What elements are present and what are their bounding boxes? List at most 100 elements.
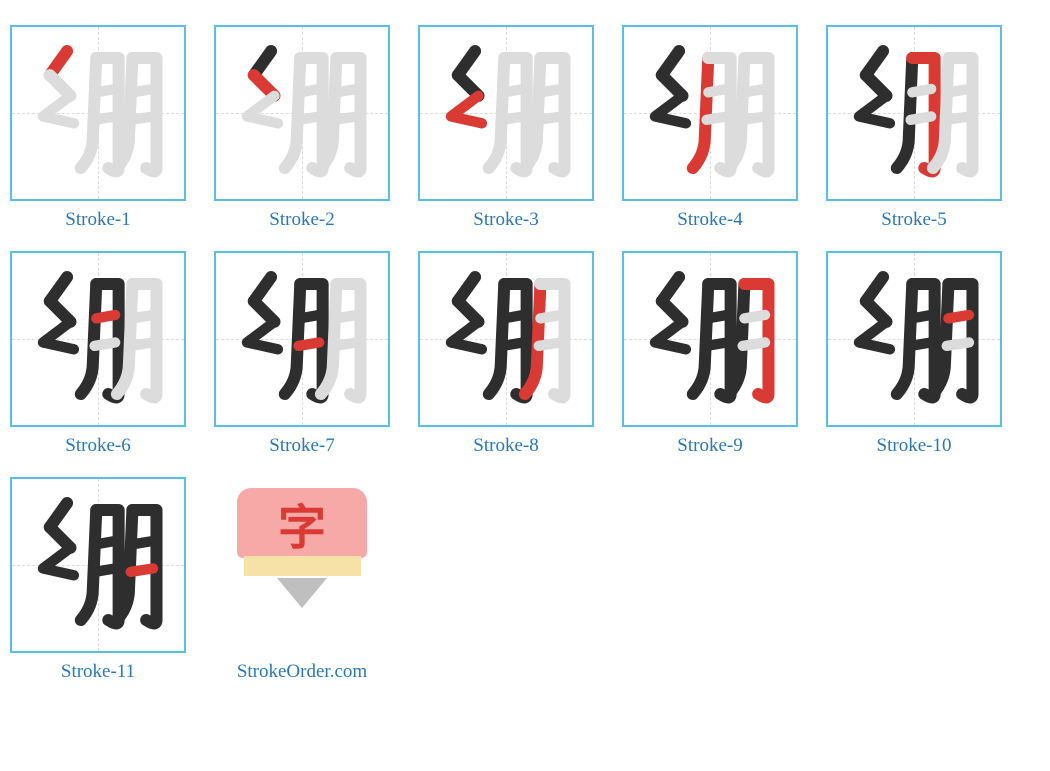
stroke-3 (43, 322, 74, 350)
stroke-11 (947, 116, 969, 119)
stroke-caption: Stroke-9 (677, 435, 742, 457)
stroke-10 (744, 315, 765, 318)
stroke-11 (131, 342, 153, 345)
stroke-4 (285, 284, 300, 394)
stroke-11 (131, 568, 153, 571)
stroke-7 (911, 116, 932, 119)
stroke-order-grid: Stroke-1 Stroke-2 Stroke-3 Stroke-4 Stroke-5… (10, 25, 1040, 683)
stroke-cell: Stroke-9 (622, 251, 798, 457)
stroke-7 (95, 568, 116, 571)
stroke-6 (912, 315, 931, 318)
stroke-4 (693, 284, 708, 394)
stroke-11 (335, 342, 357, 345)
stroke-6 (912, 89, 931, 92)
stroke-caption: Stroke-2 (269, 209, 334, 231)
stroke-3 (43, 96, 74, 124)
stroke-6 (300, 89, 319, 92)
character-svg (12, 479, 184, 651)
stroke-10 (132, 315, 153, 318)
stroke-3 (655, 322, 686, 350)
stroke-6 (708, 89, 727, 92)
stroke-7 (503, 116, 524, 119)
stroke-6 (708, 315, 727, 318)
stroke-10 (132, 89, 153, 92)
stroke-4 (489, 284, 504, 394)
stroke-6 (300, 315, 319, 318)
stroke-cell: Stroke-6 (10, 251, 186, 457)
stroke-3 (451, 322, 482, 350)
stroke-3 (859, 322, 890, 350)
stroke-11 (947, 342, 969, 345)
stroke-3 (247, 96, 278, 124)
stroke-tile (622, 25, 798, 201)
stroke-7 (95, 116, 116, 119)
stroke-caption: Stroke-10 (877, 435, 952, 457)
stroke-cell: Stroke-4 (622, 25, 798, 231)
site-logo: 字 (237, 488, 367, 643)
stroke-tile (418, 25, 594, 201)
stroke-caption: Stroke-7 (269, 435, 334, 457)
stroke-7 (911, 342, 932, 345)
stroke-cell: Stroke-11 (10, 477, 186, 683)
stroke-6 (504, 315, 523, 318)
stroke-10 (132, 541, 153, 544)
character-svg (216, 253, 388, 425)
stroke-6 (504, 89, 523, 92)
stroke-caption: Stroke-3 (473, 209, 538, 231)
stroke-tile (622, 251, 798, 427)
stroke-cell: Stroke-7 (214, 251, 390, 457)
stroke-10 (540, 89, 561, 92)
stroke-tile (10, 25, 186, 201)
character-svg (624, 27, 796, 199)
stroke-10 (540, 315, 561, 318)
stroke-caption: Stroke-4 (677, 209, 742, 231)
stroke-3 (247, 322, 278, 350)
stroke-10 (336, 89, 357, 92)
stroke-cell: Stroke-10 (826, 251, 1002, 457)
stroke-tile (214, 25, 390, 201)
stroke-6 (96, 315, 115, 318)
stroke-11 (743, 342, 765, 345)
stroke-tile (826, 25, 1002, 201)
stroke-caption: Stroke-5 (881, 209, 946, 231)
stroke-4 (81, 510, 96, 620)
logo-pencil-tip-icon (277, 578, 327, 608)
character-svg (828, 253, 1000, 425)
character-svg (420, 253, 592, 425)
stroke-11 (539, 342, 561, 345)
stroke-4 (897, 284, 912, 394)
stroke-11 (131, 116, 153, 119)
stroke-4 (489, 58, 504, 168)
stroke-3 (859, 96, 890, 124)
stroke-3 (451, 96, 482, 124)
stroke-11 (335, 116, 357, 119)
stroke-10 (948, 89, 969, 92)
character-svg (216, 27, 388, 199)
stroke-caption: Stroke-1 (65, 209, 130, 231)
stroke-3 (655, 96, 686, 124)
stroke-cell: Stroke-8 (418, 251, 594, 457)
logo-top: 字 (237, 488, 367, 558)
stroke-7 (707, 342, 728, 345)
stroke-10 (336, 315, 357, 318)
logo-tile: 字 (214, 477, 390, 653)
character-svg (828, 27, 1000, 199)
stroke-4 (693, 58, 708, 168)
stroke-4 (81, 58, 96, 168)
character-svg (12, 27, 184, 199)
stroke-4 (81, 284, 96, 394)
stroke-3 (43, 548, 74, 576)
stroke-tile (10, 477, 186, 653)
logo-band (244, 556, 361, 576)
logo-cell: 字StrokeOrder.com (214, 477, 390, 683)
stroke-11 (743, 116, 765, 119)
stroke-4 (897, 58, 912, 168)
stroke-7 (299, 116, 320, 119)
stroke-11 (539, 116, 561, 119)
character-svg (12, 253, 184, 425)
stroke-cell: Stroke-3 (418, 25, 594, 231)
character-svg (624, 253, 796, 425)
stroke-7 (503, 342, 524, 345)
stroke-7 (707, 116, 728, 119)
stroke-cell: Stroke-1 (10, 25, 186, 231)
